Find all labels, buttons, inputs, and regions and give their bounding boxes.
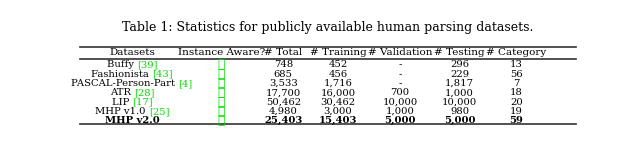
Text: # Validation: # Validation [367, 48, 432, 57]
Text: 1,000: 1,000 [445, 88, 474, 97]
Text: -: - [398, 70, 402, 79]
Text: ✗: ✗ [218, 68, 225, 81]
Text: PASCAL-Person-Part: PASCAL-Person-Part [72, 79, 179, 88]
Text: ✓: ✓ [218, 105, 225, 118]
Text: 13: 13 [510, 60, 523, 69]
Text: ✗: ✗ [218, 96, 225, 109]
Text: LIP: LIP [111, 98, 132, 107]
Text: 452: 452 [328, 60, 348, 69]
Text: 15,403: 15,403 [319, 116, 357, 125]
Text: 1,817: 1,817 [445, 79, 474, 88]
Text: -: - [398, 60, 402, 69]
Text: ✓: ✓ [218, 114, 225, 127]
Text: 25,403: 25,403 [264, 116, 303, 125]
Text: Table 1: Statistics for publicly available human parsing datasets.: Table 1: Statistics for publicly availab… [122, 21, 534, 34]
Text: Datasets: Datasets [109, 48, 155, 57]
Text: 30,462: 30,462 [321, 98, 355, 107]
Text: 19: 19 [510, 107, 523, 116]
Text: 748: 748 [274, 60, 293, 69]
Text: # Total: # Total [264, 48, 303, 57]
Text: ✗: ✗ [218, 86, 225, 99]
Text: # Testing: # Testing [434, 48, 484, 57]
Text: [4]: [4] [179, 79, 193, 88]
Text: 20: 20 [510, 98, 523, 107]
Text: 296: 296 [450, 60, 469, 69]
Text: Instance Aware?: Instance Aware? [178, 48, 265, 57]
Text: 16,000: 16,000 [321, 88, 355, 97]
Text: Buffy: Buffy [107, 60, 137, 69]
Text: 7: 7 [513, 79, 520, 88]
Text: 700: 700 [390, 88, 410, 97]
Text: 4,980: 4,980 [269, 107, 298, 116]
Text: MHP v1.0: MHP v1.0 [95, 107, 148, 116]
Text: 3,000: 3,000 [324, 107, 352, 116]
Text: ATR: ATR [110, 88, 134, 97]
Text: 10,000: 10,000 [382, 98, 417, 107]
Text: [28]: [28] [134, 88, 154, 97]
Text: 456: 456 [328, 70, 348, 79]
Text: -: - [398, 79, 402, 88]
Text: 229: 229 [450, 70, 469, 79]
Text: MHP v2.0: MHP v2.0 [105, 116, 159, 125]
Text: [17]: [17] [132, 98, 153, 107]
Text: 50,462: 50,462 [266, 98, 301, 107]
Text: [39]: [39] [137, 60, 157, 69]
Text: [25]: [25] [148, 107, 169, 116]
Text: 10,000: 10,000 [442, 98, 477, 107]
Text: 56: 56 [510, 70, 523, 79]
Text: # Training: # Training [310, 48, 366, 57]
Text: [43]: [43] [152, 70, 173, 79]
Text: 17,700: 17,700 [266, 88, 301, 97]
Text: Fashionista: Fashionista [92, 70, 152, 79]
Text: # Category: # Category [486, 48, 547, 57]
Text: 59: 59 [509, 116, 524, 125]
Text: ✓: ✓ [218, 58, 225, 71]
Text: 5,000: 5,000 [384, 116, 415, 125]
Text: 980: 980 [450, 107, 469, 116]
Text: 1,716: 1,716 [323, 79, 353, 88]
Text: 18: 18 [510, 88, 523, 97]
Text: 5,000: 5,000 [444, 116, 475, 125]
Text: 1,000: 1,000 [385, 107, 414, 116]
Text: 685: 685 [274, 70, 293, 79]
Text: ✗: ✗ [218, 77, 225, 90]
Text: 3,533: 3,533 [269, 79, 298, 88]
